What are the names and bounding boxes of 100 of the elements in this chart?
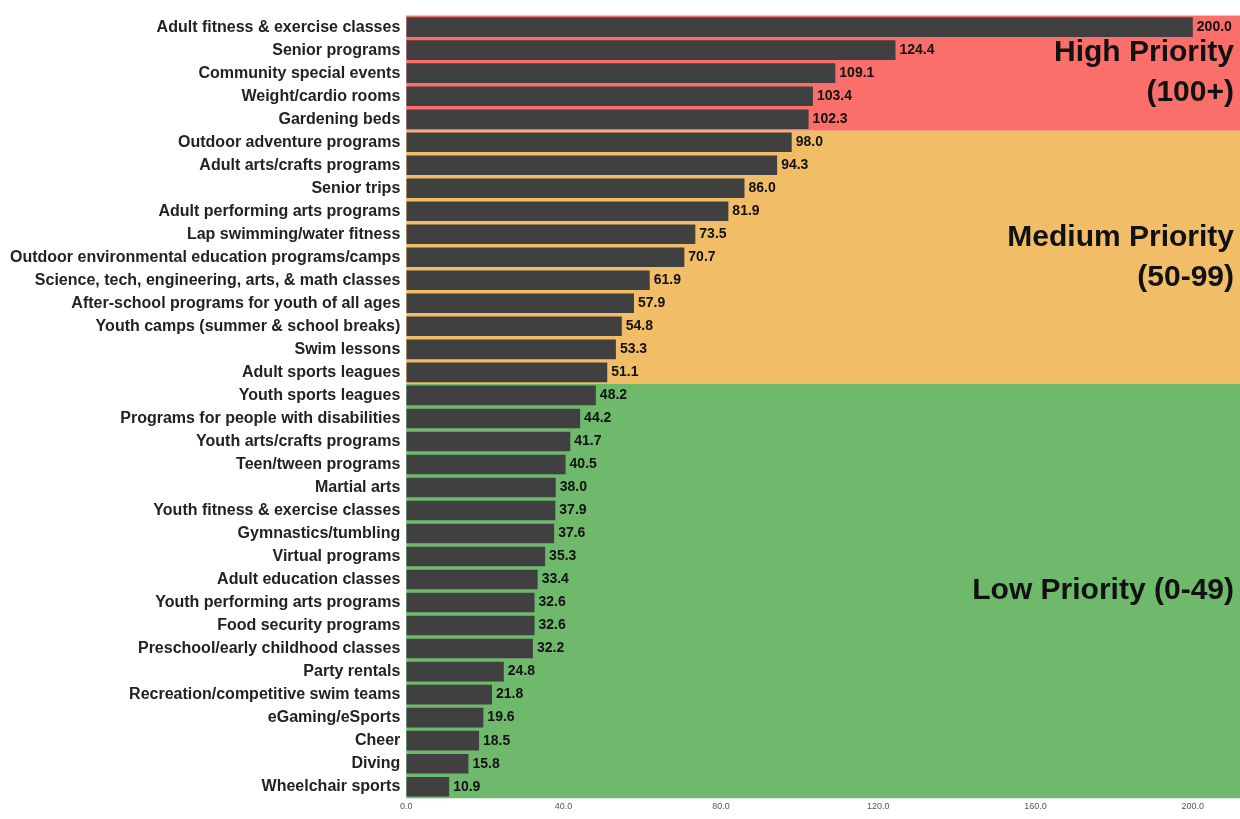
y-tick-label: Adult education classes: [217, 569, 401, 587]
y-tick-label: Party rentals: [303, 662, 401, 680]
bar: [406, 454, 566, 475]
data-label: 73.5: [699, 225, 727, 242]
y-tick-label: Recreation/competitive swim teams: [129, 685, 401, 703]
data-label: 21.8: [496, 685, 524, 702]
bar: [406, 385, 596, 406]
bar: [406, 63, 836, 83]
y-tick-label: Programs for people with disabilities: [120, 408, 401, 426]
data-label: 81.9: [732, 202, 760, 219]
data-label: 35.3: [549, 547, 577, 564]
data-label: 24.8: [507, 662, 536, 679]
data-label: 37.6: [558, 524, 586, 541]
x-tick-label: 0.0: [400, 801, 413, 812]
y-tick-label: Virtual programs: [272, 546, 401, 564]
bar: [406, 523, 555, 544]
data-label: 70.7: [688, 248, 716, 265]
y-tick-label: Lap swimming/water fitness: [186, 224, 401, 242]
data-label: 32.6: [538, 616, 566, 633]
data-label: 10.9: [453, 777, 481, 794]
y-tick-label: Adult performing arts programs: [158, 201, 401, 219]
x-tick-label: 120.0: [866, 801, 890, 812]
band-label: Medium Priority (50-99): [1007, 218, 1235, 292]
data-label: 32.6: [538, 593, 566, 610]
x-tick-label: 80.0: [712, 801, 730, 812]
y-tick-label: Youth arts/crafts programs: [196, 431, 401, 449]
bar: [406, 86, 813, 106]
data-label: 94.3: [781, 156, 809, 173]
y-tick-label: Gymnastics/tumbling: [237, 523, 401, 541]
data-label: 61.9: [653, 271, 682, 288]
y-tick-label: Senior trips: [311, 178, 401, 196]
bar: [406, 546, 546, 567]
data-label: 32.2: [536, 639, 565, 656]
y-tick-label: Gardening beds: [278, 109, 401, 127]
bar: [406, 408, 581, 429]
data-label: 33.4: [541, 570, 570, 587]
data-label: 38.0: [559, 478, 588, 495]
data-label: 200.0: [1196, 17, 1233, 34]
band-label: High Priority (100+): [1053, 34, 1235, 108]
y-tick-label: Senior programs: [272, 40, 401, 58]
bar: [406, 339, 616, 360]
y-tick-label: Preschool/early childhood classes: [137, 638, 401, 656]
y-tick-label: Outdoor adventure programs: [178, 132, 401, 150]
y-tick-label: Martial arts: [314, 477, 401, 495]
y-tick-label: Wheelchair sports: [261, 777, 401, 795]
data-label: 124.4: [899, 40, 935, 57]
bar: [406, 224, 696, 245]
bar: [406, 109, 809, 129]
data-label: 54.8: [625, 317, 654, 334]
bar: [406, 753, 469, 774]
bar: [406, 17, 1193, 37]
y-tick-label: Youth fitness & exercise classes: [153, 500, 401, 518]
y-tick-label: Science, tech, engineering, arts, & math classes: [34, 270, 401, 288]
x-tick-label: 200.0: [1181, 801, 1205, 812]
bar: [406, 707, 484, 728]
bar: [406, 132, 792, 152]
data-label: 109.1: [839, 64, 875, 80]
x-tick-label: 160.0: [1024, 801, 1047, 812]
data-label: 57.9: [637, 294, 666, 311]
bar: [406, 270, 650, 291]
bar: [406, 661, 504, 682]
y-tick-label: eGaming/eSports: [267, 708, 401, 726]
bar: [406, 730, 480, 751]
y-tick-label: Youth sports leagues: [238, 385, 401, 403]
bar: [406, 477, 556, 498]
y-tick-label: After-school programs for youth of all ages: [71, 293, 401, 311]
y-tick-label: Diving: [351, 754, 401, 772]
data-label: 44.2: [584, 409, 612, 426]
bar: [406, 293, 634, 314]
y-tick-label: Cheer: [354, 731, 401, 749]
y-tick-label: Youth camps (summer & school breaks): [95, 316, 401, 334]
bar: [406, 362, 608, 383]
bar: [406, 615, 535, 636]
data-label: 102.3: [812, 110, 848, 127]
bar: [406, 247, 685, 268]
data-label: 103.4: [816, 87, 853, 104]
y-tick-label: Community special events: [198, 63, 401, 81]
bar: [406, 431, 571, 452]
bar: [406, 201, 729, 222]
y-tick-label: Outdoor environmental education programs/camps: [9, 247, 401, 265]
bar: [406, 638, 533, 659]
data-label: 41.7: [574, 432, 602, 449]
x-tick-label: 40.0: [554, 801, 573, 812]
y-tick-label: Adult arts/crafts programs: [199, 155, 401, 173]
data-label: 19.6: [487, 708, 515, 725]
bar: [406, 178, 745, 199]
band-label: Low Priority (0-49): [972, 572, 1234, 606]
data-label: 86.0: [748, 179, 776, 196]
data-label: 37.9: [559, 501, 587, 518]
bar: [406, 500, 556, 521]
bar: [406, 40, 896, 60]
y-tick-label: Weight/cardio rooms: [241, 86, 401, 104]
data-label: 40.5: [569, 455, 598, 472]
y-tick-label: Food security programs: [217, 615, 401, 633]
y-tick-label: Adult sports leagues: [242, 362, 401, 380]
y-tick-label: Adult fitness & exercise classes: [156, 17, 401, 35]
bar: [406, 684, 493, 705]
bar: [406, 569, 538, 590]
bar: [406, 592, 535, 613]
y-tick-label: Teen/tween programs: [236, 454, 401, 472]
